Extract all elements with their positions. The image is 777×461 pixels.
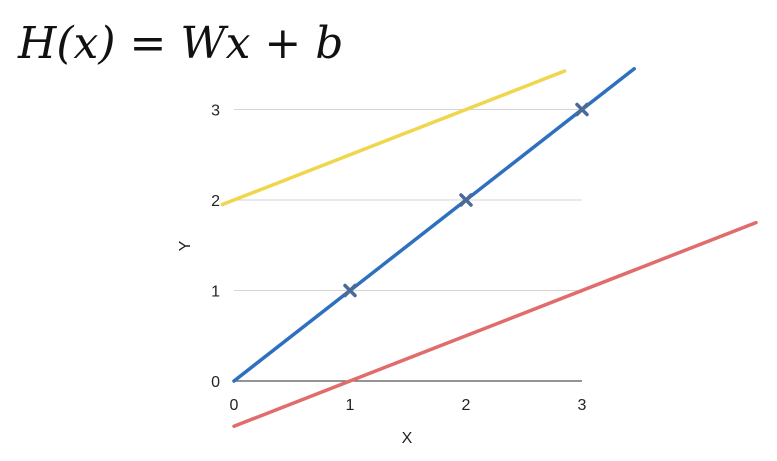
tick-labels: 0 1 2 3 0 1 2 3 xyxy=(211,103,586,415)
x-tick-label: 3 xyxy=(578,397,587,414)
hypothesis-lines xyxy=(220,67,758,428)
y-tick-label: 2 xyxy=(211,193,220,210)
data-point-marker xyxy=(343,283,357,298)
formula-title: H(x) = Wx + b xyxy=(17,18,343,69)
red-hypothesis-line xyxy=(232,220,758,428)
y-axis-label: Y xyxy=(177,240,194,251)
data-point-marker xyxy=(575,102,589,117)
yellow-hypothesis-line xyxy=(220,69,567,207)
data-points xyxy=(343,102,589,298)
blue-hypothesis-line xyxy=(232,67,636,383)
grid-lines xyxy=(234,109,582,291)
y-tick-label: 1 xyxy=(211,284,220,301)
x-tick-label: 2 xyxy=(462,397,471,414)
y-tick-label: 3 xyxy=(211,103,220,120)
data-point-marker xyxy=(459,193,473,207)
y-tick-label: 0 xyxy=(211,374,220,391)
x-axis-label: X xyxy=(402,430,413,447)
x-tick-label: 0 xyxy=(230,397,239,414)
x-tick-label: 1 xyxy=(346,397,355,414)
